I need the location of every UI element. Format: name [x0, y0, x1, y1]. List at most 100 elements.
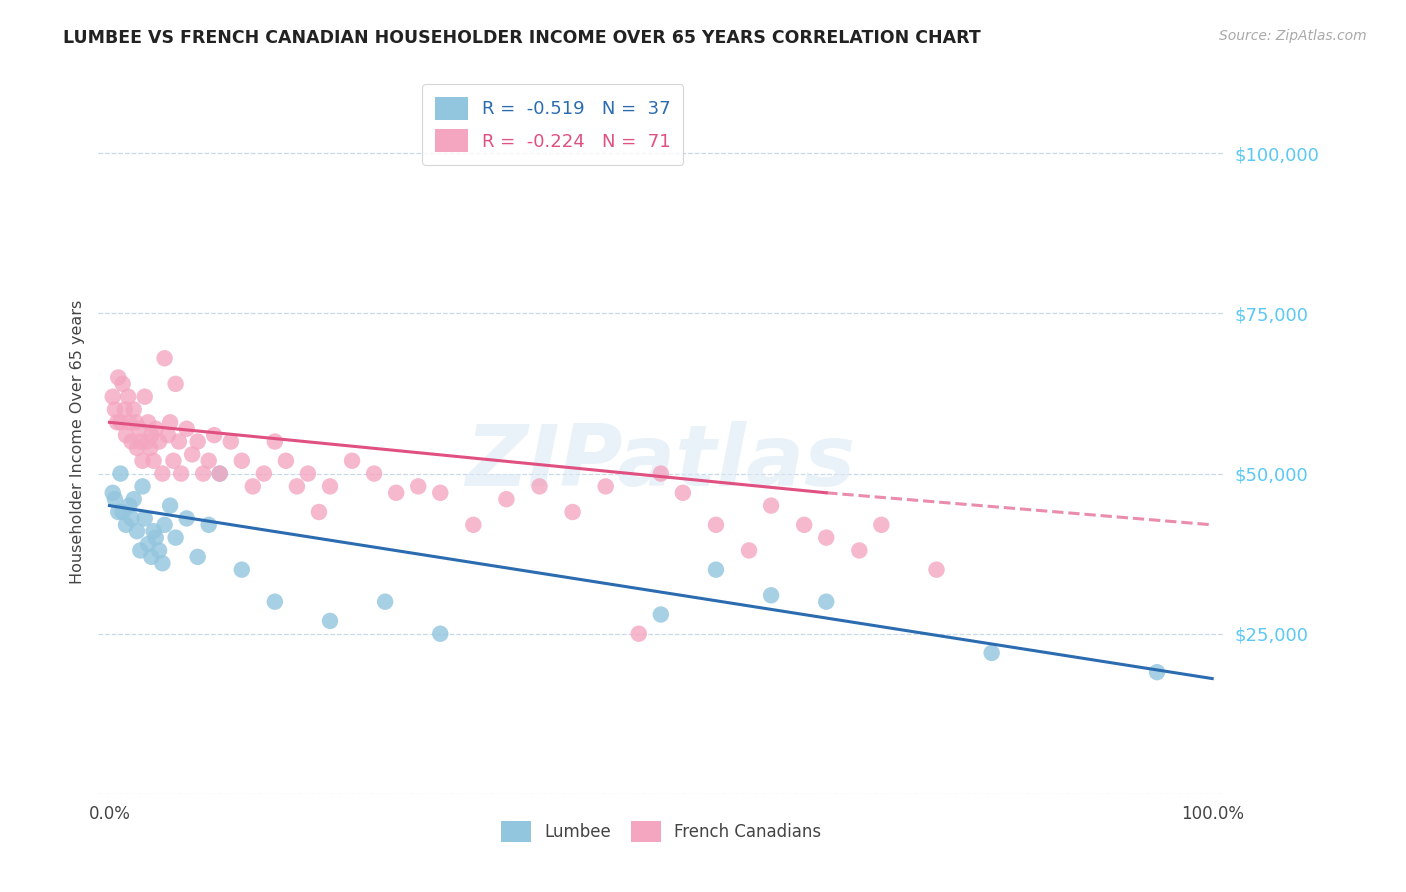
Point	[134, 390, 156, 404]
Point	[129, 434, 152, 449]
Point	[176, 422, 198, 436]
Point	[848, 543, 870, 558]
Point	[104, 402, 127, 417]
Point	[131, 479, 153, 493]
Point	[115, 428, 138, 442]
Point	[253, 467, 276, 481]
Point	[141, 428, 163, 442]
Point	[159, 415, 181, 429]
Point	[529, 479, 551, 493]
Point	[107, 505, 129, 519]
Point	[141, 549, 163, 564]
Point	[105, 415, 128, 429]
Point	[159, 499, 181, 513]
Point	[129, 543, 152, 558]
Point	[363, 467, 385, 481]
Point	[121, 511, 143, 525]
Point	[128, 422, 150, 436]
Point	[980, 646, 1002, 660]
Point	[170, 467, 193, 481]
Point	[136, 415, 159, 429]
Text: Source: ZipAtlas.com: Source: ZipAtlas.com	[1219, 29, 1367, 43]
Point	[125, 415, 148, 429]
Point	[187, 434, 209, 449]
Point	[142, 524, 165, 539]
Y-axis label: Householder Income Over 65 years: Householder Income Over 65 years	[69, 300, 84, 583]
Point	[122, 492, 145, 507]
Point	[162, 454, 184, 468]
Point	[118, 415, 141, 429]
Point	[202, 428, 225, 442]
Point	[111, 505, 134, 519]
Point	[1146, 665, 1168, 680]
Point	[463, 517, 485, 532]
Point	[156, 428, 179, 442]
Point	[153, 351, 176, 366]
Point	[231, 563, 253, 577]
Point	[121, 434, 143, 449]
Point	[231, 454, 253, 468]
Point	[125, 524, 148, 539]
Point	[134, 511, 156, 525]
Point	[297, 467, 319, 481]
Point	[374, 595, 396, 609]
Point	[142, 454, 165, 468]
Point	[165, 376, 187, 391]
Point	[165, 531, 187, 545]
Point	[110, 467, 132, 481]
Point	[738, 543, 761, 558]
Point	[285, 479, 308, 493]
Point	[114, 402, 136, 417]
Point	[101, 485, 124, 500]
Point	[495, 492, 517, 507]
Point	[193, 467, 215, 481]
Point	[627, 626, 650, 640]
Point	[110, 415, 132, 429]
Point	[115, 517, 138, 532]
Point	[308, 505, 330, 519]
Point	[125, 441, 148, 455]
Point	[319, 479, 342, 493]
Point	[104, 492, 127, 507]
Point	[263, 434, 285, 449]
Point	[219, 434, 242, 449]
Legend: Lumbee, French Canadians: Lumbee, French Canadians	[494, 814, 828, 849]
Point	[208, 467, 231, 481]
Point	[131, 454, 153, 468]
Point	[815, 595, 838, 609]
Point	[263, 595, 285, 609]
Point	[340, 454, 363, 468]
Point	[561, 505, 583, 519]
Point	[139, 441, 162, 455]
Point	[208, 467, 231, 481]
Point	[595, 479, 617, 493]
Point	[274, 454, 297, 468]
Point	[759, 588, 782, 602]
Point	[118, 499, 141, 513]
Point	[122, 402, 145, 417]
Point	[136, 434, 159, 449]
Point	[319, 614, 342, 628]
Text: LUMBEE VS FRENCH CANADIAN HOUSEHOLDER INCOME OVER 65 YEARS CORRELATION CHART: LUMBEE VS FRENCH CANADIAN HOUSEHOLDER IN…	[63, 29, 981, 46]
Point	[167, 434, 190, 449]
Point	[187, 549, 209, 564]
Point	[153, 517, 176, 532]
Point	[704, 563, 727, 577]
Point	[429, 626, 451, 640]
Point	[925, 563, 948, 577]
Point	[148, 434, 170, 449]
Point	[650, 607, 672, 622]
Point	[672, 485, 695, 500]
Point	[793, 517, 815, 532]
Point	[242, 479, 264, 493]
Point	[197, 454, 219, 468]
Point	[704, 517, 727, 532]
Point	[148, 543, 170, 558]
Point	[150, 467, 173, 481]
Point	[429, 485, 451, 500]
Point	[870, 517, 893, 532]
Point	[759, 499, 782, 513]
Point	[117, 390, 139, 404]
Point	[815, 531, 838, 545]
Point	[385, 485, 408, 500]
